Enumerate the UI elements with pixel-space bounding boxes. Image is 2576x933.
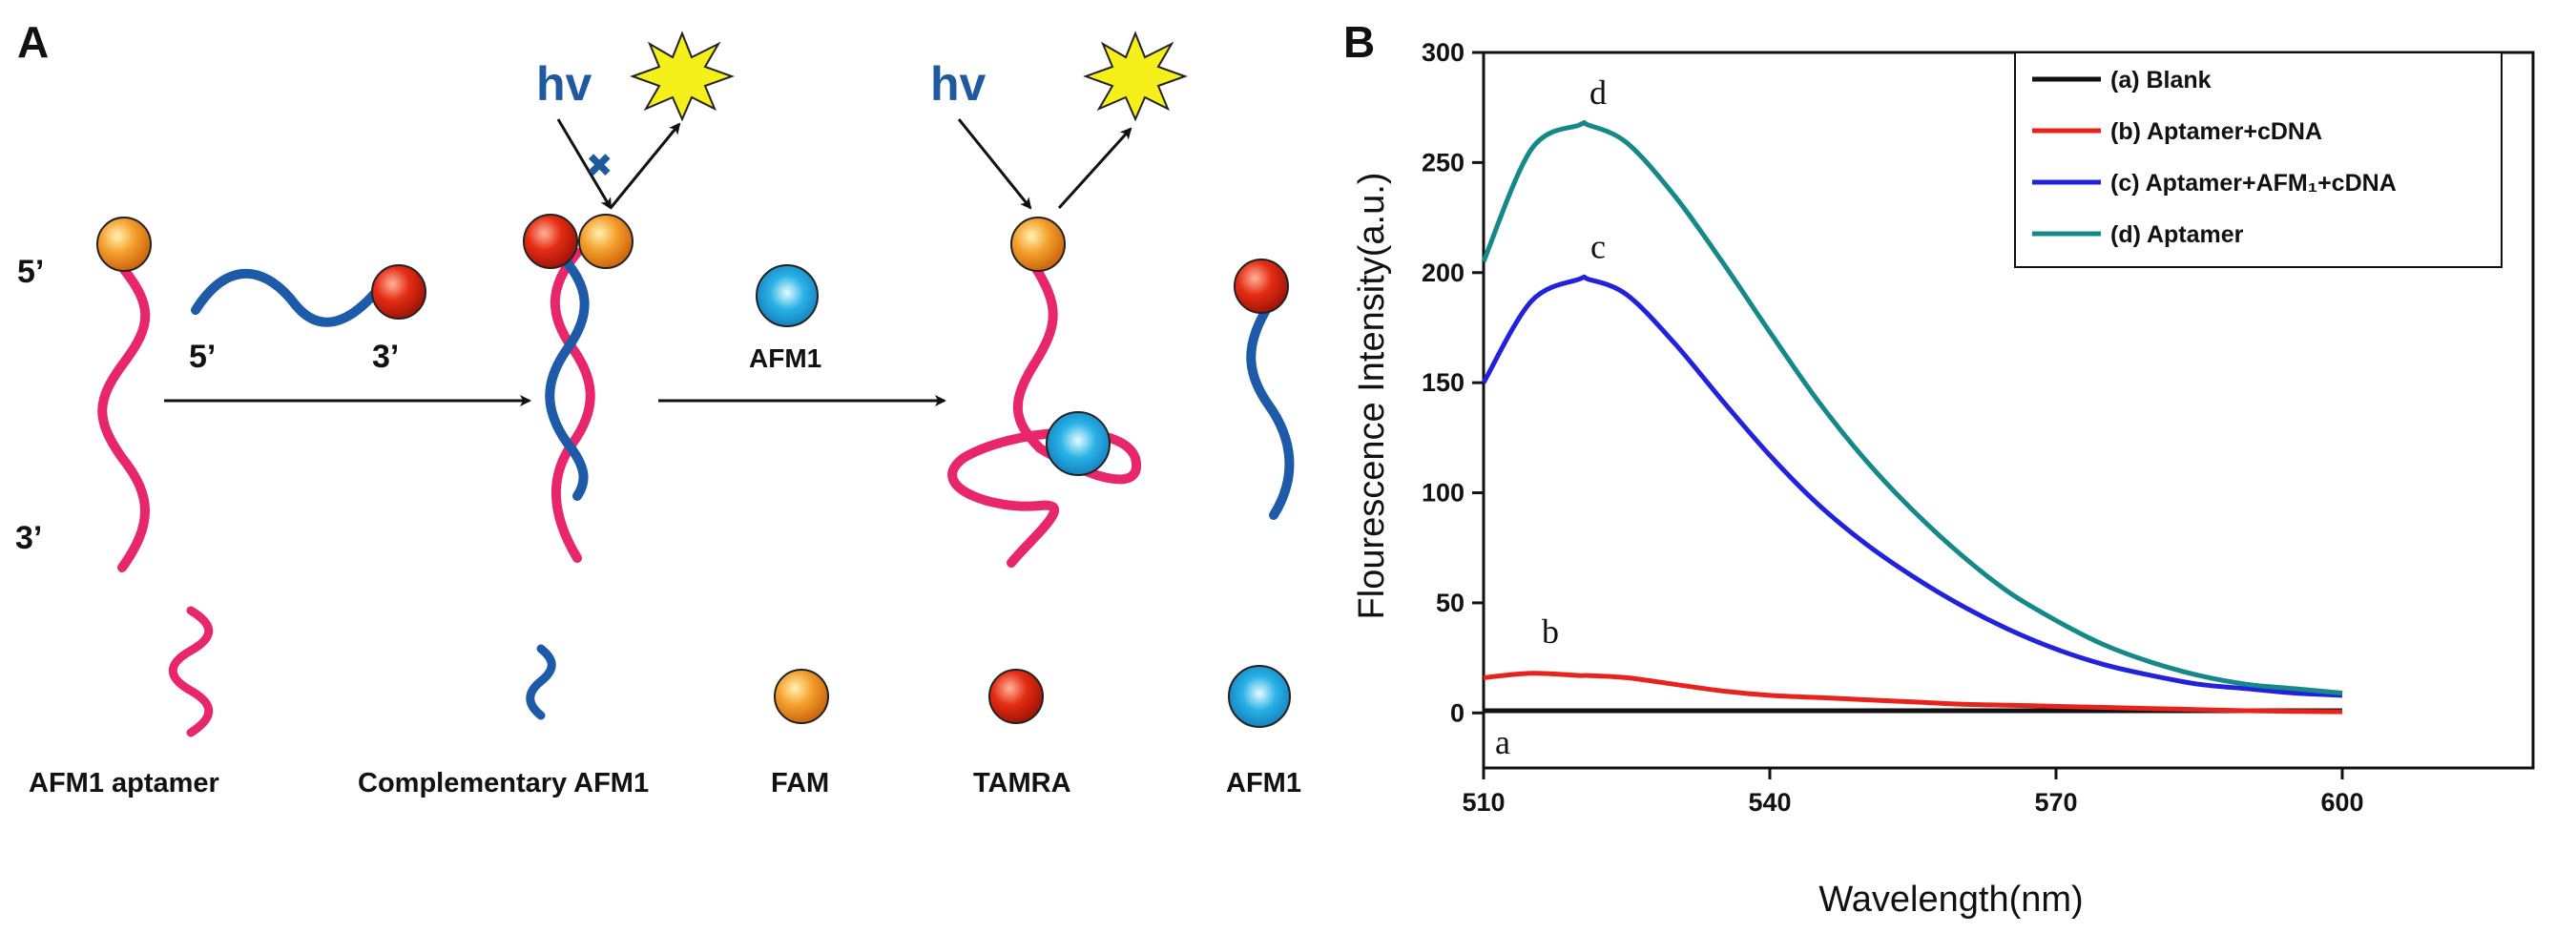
curve-labels: a b c d (1495, 73, 1607, 761)
chart-legend: (a) Blank (b) Aptamer+cDNA (c) Aptamer+AFM… (2014, 52, 2503, 268)
blocked-x-icon: ✖ (586, 147, 613, 185)
emission-arrow-blocked (609, 122, 681, 209)
legend-fam-icon (774, 669, 829, 724)
excitation-arrow-quenched (556, 118, 613, 210)
excitation-arrow (957, 118, 1032, 210)
stage1-aptamer: 5’ 3’ (15, 217, 152, 572)
panel-a-letter: A (17, 17, 49, 67)
plot-border (1482, 51, 2535, 770)
cdna-strand (191, 268, 382, 327)
legend-entry-d: (d) Aptamer (2110, 221, 2244, 248)
starburst-icon-emitting (1083, 31, 1188, 122)
legend-aptamer-icon (168, 606, 214, 737)
legend-afm1-label: AFM1 (1226, 768, 1301, 798)
legend-entry-b: (b) Aptamer+cDNA (2110, 118, 2322, 145)
legend-aptamer-label: AFM1 aptamer (29, 768, 219, 798)
panel-b-letter: B (1343, 17, 1375, 67)
cdna-five-prime-label: 5’ (189, 339, 216, 375)
aptamer-five-prime-label: 5’ (17, 254, 44, 290)
tamra-sphere (371, 264, 426, 320)
x-tick-label: 540 (1748, 788, 1791, 817)
tamra-sphere-duplex (523, 214, 578, 269)
y-tick-label: 250 (1422, 148, 1465, 176)
legend-afm1-icon (1228, 665, 1291, 728)
cdna-with-tamra: 5’ 3’ (189, 264, 426, 375)
y-tick-label: 300 (1422, 38, 1465, 67)
y-axis-title: Flourescence Intensity(a.u.) (1352, 173, 1392, 620)
legend-complementary-label: Complementary AFM1 (358, 768, 649, 798)
series-line-b (1483, 671, 2343, 715)
stage3-complex: hv (930, 31, 1188, 568)
panel-b-chart: B 510 540 570 600 0 50 100 150 200 250 300 a b c d (a… (1343, 17, 2535, 920)
legend-tamra-label: TAMRA (973, 768, 1071, 798)
legend-cdna-icon (526, 644, 556, 720)
curve-label-b: b (1542, 612, 1559, 651)
x-tick-label: 510 (1462, 788, 1505, 817)
curve-label-a: a (1495, 723, 1510, 761)
y-tick-label: 0 (1450, 698, 1465, 727)
hv-label-emitting: hv (930, 57, 987, 111)
series-layer (1481, 119, 2343, 715)
y-tick-label: 100 (1422, 479, 1465, 508)
plot-frame (1482, 51, 2535, 770)
afm1-sphere-bound (1046, 411, 1111, 476)
x-tick-label: 570 (2034, 788, 2077, 817)
y-tick-label: 200 (1422, 259, 1465, 287)
legend-tamra-icon (988, 669, 1044, 724)
x-axis-title: Wavelength(nm) (1818, 880, 2083, 920)
curve-label-c: c (1590, 228, 1606, 266)
afm1-sphere-step (756, 264, 819, 327)
aptamer-strand (97, 262, 151, 572)
series-line-c (1481, 274, 2343, 698)
fam-sphere-complex (1010, 217, 1066, 272)
legend-entry-a: (a) Blank (2110, 67, 2212, 93)
starburst-icon (630, 31, 735, 122)
hv-label-quenched: hv (536, 57, 592, 111)
curve-label-d: d (1589, 73, 1607, 112)
stage2-duplex: hv ✖ (523, 31, 735, 563)
y-tick-label: 150 (1422, 368, 1465, 397)
fam-sphere-duplex (578, 214, 634, 269)
cdna-strand-duplex (545, 248, 590, 501)
axes: 510 540 570 600 0 50 100 150 200 250 300 (1422, 38, 2364, 817)
panel-a-schematic: A 5’ 3’ 5’ 3’ hv ✖ (15, 17, 1301, 798)
legend-fam-label: FAM (771, 768, 829, 798)
cdna-three-prime-label: 3’ (372, 339, 399, 375)
y-tick-label: 50 (1436, 589, 1465, 617)
released-cdna (1234, 259, 1295, 520)
fam-sphere (96, 217, 152, 272)
aptamer-strand-duplex (550, 248, 595, 563)
panel-a-legend: AFM1 aptamer Complementary AFM1 FAM TAMR… (29, 606, 1301, 798)
aptamer-three-prime-label: 3’ (15, 520, 42, 556)
aptamer-folded (947, 262, 1142, 568)
tamra-sphere-released (1234, 259, 1289, 314)
x-tick-label: 600 (2320, 788, 2363, 817)
arrow2-label: AFM1 (749, 343, 821, 373)
released-cdna-strand (1246, 301, 1295, 520)
series-line-d (1481, 119, 2343, 696)
legend-entry-c: (c) Aptamer+AFM₁+cDNA (2110, 170, 2397, 197)
emission-arrow (1057, 127, 1132, 210)
